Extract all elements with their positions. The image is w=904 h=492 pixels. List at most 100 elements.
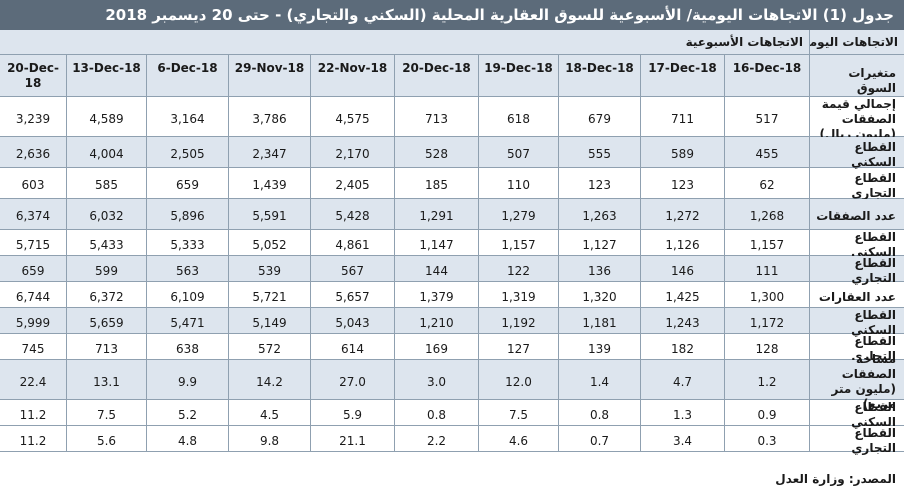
table-cell: 1,263: [559, 199, 641, 230]
table-cell: 599: [67, 256, 147, 282]
row-label: القطاع السكني: [810, 400, 904, 429]
table-cell: 1,268: [725, 199, 810, 230]
table-cell: 1,243: [641, 308, 725, 334]
table-cell: 22.4: [0, 360, 67, 400]
table-cell: 5,333: [147, 230, 229, 256]
column-date-header: 6-Dec-18: [147, 55, 229, 97]
table-cell: 5,043: [311, 308, 395, 334]
table-cell: 4.5: [229, 400, 311, 426]
table-cell: 555: [559, 137, 641, 168]
table-cell: 123: [559, 168, 641, 199]
table-cell: 1.4: [559, 360, 641, 400]
table-cell: 122: [479, 256, 559, 282]
table-cell: 5,433: [67, 230, 147, 256]
table-cell: 146: [641, 256, 725, 282]
table-cell: 563: [147, 256, 229, 282]
table-cell: 5.6: [67, 426, 147, 452]
table-cell: 0.9: [725, 400, 810, 426]
column-date-header: 29-Nov-18: [229, 55, 311, 97]
table-cell: 572: [229, 334, 311, 360]
table-cell: 4.7: [641, 360, 725, 400]
table-cell: 6,372: [67, 282, 147, 308]
table-cell: 1,181: [559, 308, 641, 334]
table-cell: 5.9: [311, 400, 395, 426]
row-label: إجمالي قيمة الصفقات (مليون ريال): [810, 97, 904, 141]
table-cell: 1,319: [479, 282, 559, 308]
table-cell: 2,347: [229, 137, 311, 168]
table-cell: 9.8: [229, 426, 311, 452]
column-date-header: 18-Dec-18: [559, 55, 641, 97]
table-cell: 7.5: [67, 400, 147, 426]
table-cell: 7.5: [479, 400, 559, 426]
table-cell: 713: [395, 97, 479, 137]
table-cell: 21.1: [311, 426, 395, 452]
table-cell: 745: [0, 334, 67, 360]
table-cell: 14.2: [229, 360, 311, 400]
table-cell: 603: [0, 168, 67, 199]
column-date-header: 20-Dec-18: [395, 55, 479, 97]
table-cell: 5,052: [229, 230, 311, 256]
table-cell: 4.8: [147, 426, 229, 452]
table-cell: 127: [479, 334, 559, 360]
table-cell: 62: [725, 168, 810, 199]
row-label: القطاع السكني: [810, 137, 904, 169]
table-cell: 1,279: [479, 199, 559, 230]
row-label: القطاع التجاري: [810, 256, 904, 285]
table-cell: 12.0: [479, 360, 559, 400]
table-cell: 618: [479, 97, 559, 137]
table-cell: 0.3: [725, 426, 810, 452]
row-label: القطاع السكني: [810, 308, 904, 337]
table-cell: 1,172: [725, 308, 810, 334]
table-title: جدول (1) الاتجاهات اليومية/ الأسبوعية لل…: [0, 0, 904, 30]
table-cell: 614: [311, 334, 395, 360]
row-label: القطاع التجاري: [810, 168, 904, 200]
table-cell: 11.2: [0, 400, 67, 426]
table-cell: 1,210: [395, 308, 479, 334]
table-cell: 5.2: [147, 400, 229, 426]
table-cell: 2,170: [311, 137, 395, 168]
table-cell: 111: [725, 256, 810, 282]
table-cell: 123: [641, 168, 725, 199]
table-cell: 3.4: [641, 426, 725, 452]
table-cell: 517: [725, 97, 810, 137]
table-cell: 1,425: [641, 282, 725, 308]
table-cell: 713: [67, 334, 147, 360]
table-cell: 5,659: [67, 308, 147, 334]
table-cell: 1,291: [395, 199, 479, 230]
table-cell: 1.3: [641, 400, 725, 426]
row-label: القطاع السكني: [810, 230, 904, 259]
section-weekly-header: الاتجاهات الأسبوعية: [0, 30, 810, 55]
table-cell: 1,320: [559, 282, 641, 308]
table-cell: 528: [395, 137, 479, 168]
table-cell: 638: [147, 334, 229, 360]
column-date-header: 19-Dec-18: [479, 55, 559, 97]
table-cell: 5,657: [311, 282, 395, 308]
table-cell: 169: [395, 334, 479, 360]
table-cell: 455: [725, 137, 810, 168]
table-cell: 3,786: [229, 97, 311, 137]
table-cell: 6,374: [0, 199, 67, 230]
row-label: عدد العقارات: [810, 282, 904, 308]
table-cell: 2,636: [0, 137, 67, 168]
table-cell: 185: [395, 168, 479, 199]
column-date-header: 17-Dec-18: [641, 55, 725, 97]
table-cell: 5,999: [0, 308, 67, 334]
table-cell: 1,126: [641, 230, 725, 256]
table-cell: 4,004: [67, 137, 147, 168]
row-header-label: متغيرات السوق: [810, 55, 904, 97]
table-cell: 5,896: [147, 199, 229, 230]
table-cell: 679: [559, 97, 641, 137]
table-cell: 2,505: [147, 137, 229, 168]
table-cell: 1,192: [479, 308, 559, 334]
table-cell: 1,157: [479, 230, 559, 256]
table-cell: 13.1: [67, 360, 147, 400]
table-cell: 11.2: [0, 426, 67, 452]
table-cell: 27.0: [311, 360, 395, 400]
table-cell: 659: [0, 256, 67, 282]
table-cell: 659: [147, 168, 229, 199]
source-note: المصدر: وزارة العدل: [0, 467, 904, 492]
table-cell: 4,589: [67, 97, 147, 137]
table-cell: 139: [559, 334, 641, 360]
table-cell: 1,147: [395, 230, 479, 256]
table-cell: 6,032: [67, 199, 147, 230]
